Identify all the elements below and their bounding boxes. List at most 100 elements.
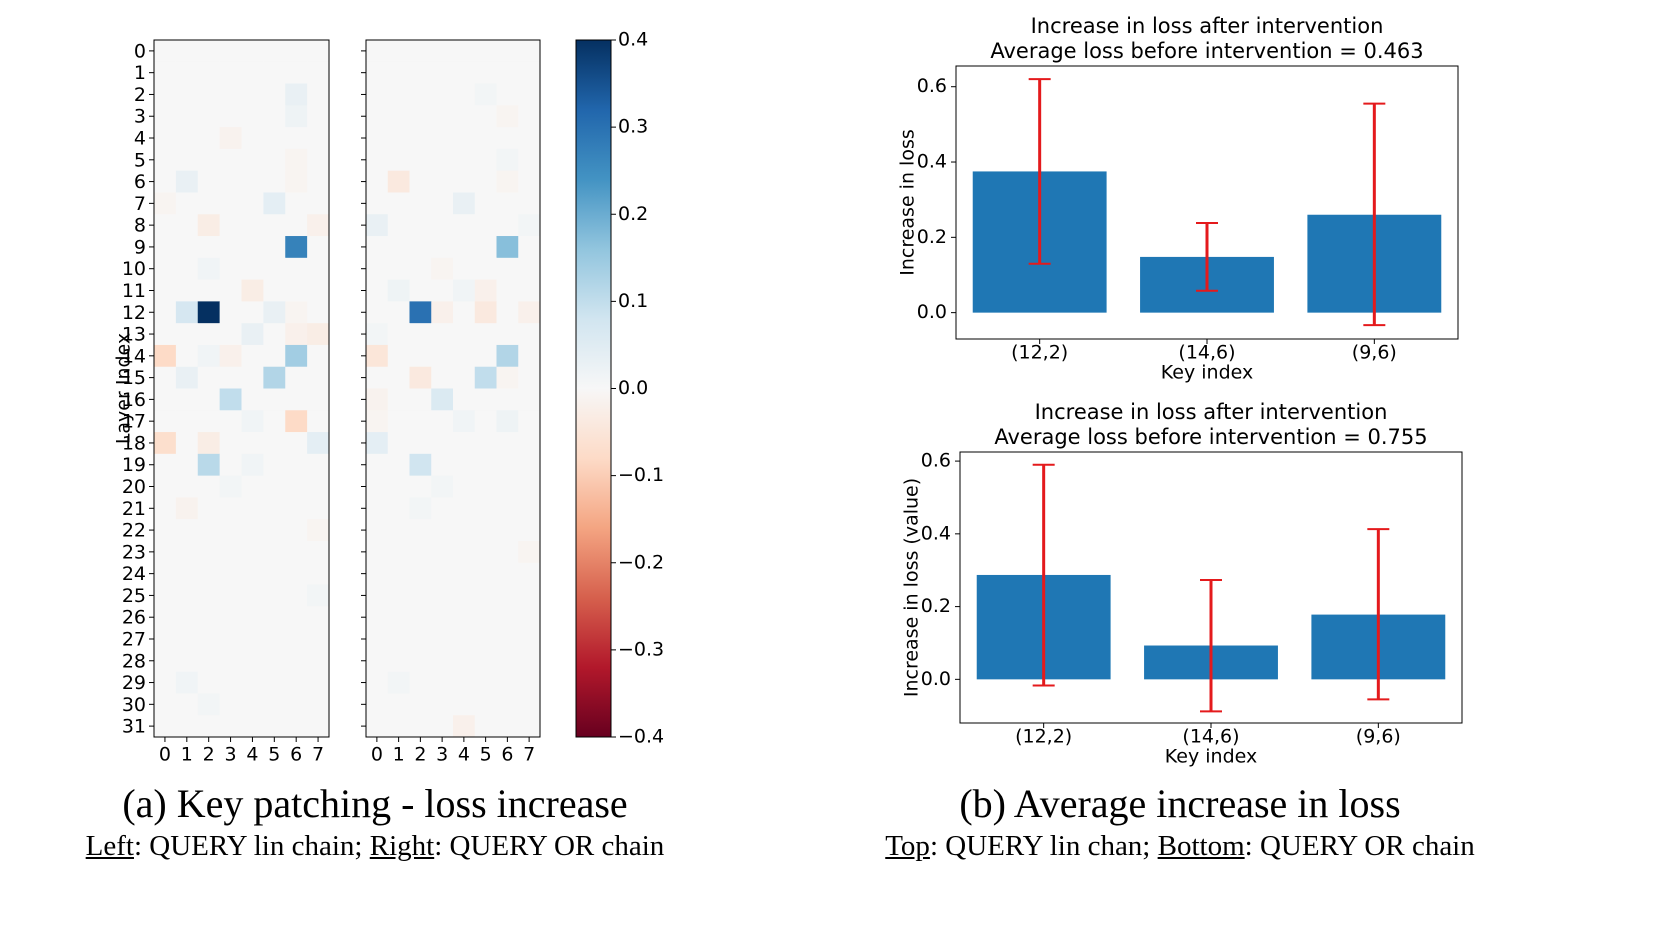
heatmap-cell (197, 453, 221, 477)
heatmap-cell (175, 519, 199, 542)
heatmap-cell (197, 148, 221, 172)
heatmap-cell (496, 192, 519, 215)
y-tick-label: 12 (122, 302, 146, 324)
colorbar-tick-label: 0.2 (618, 203, 648, 225)
heatmap-cell (307, 40, 330, 63)
heatmap-cell (175, 192, 199, 215)
heatmap-cell (409, 410, 432, 433)
heatmap-cell (154, 540, 177, 564)
heatmap-cell (175, 323, 199, 346)
heatmap-cell (431, 323, 454, 346)
heatmap-cell (241, 344, 264, 368)
heatmap-cell (285, 170, 308, 193)
heatmap-cell (241, 83, 264, 106)
heatmap-cell (219, 214, 242, 237)
heatmap-cell (409, 344, 432, 368)
heatmap-cell (263, 475, 286, 498)
heatmap-cell (518, 453, 541, 477)
heatmap-cell (431, 170, 454, 193)
heatmap-cell (263, 410, 286, 433)
heatmap-cell (366, 649, 389, 673)
heatmap-cell (263, 562, 286, 585)
heatmap-cell (285, 236, 308, 259)
heatmap-cell (496, 693, 519, 716)
heatmap-cell (263, 519, 286, 542)
heatmap-cell (285, 192, 308, 215)
heatmap-cell (366, 410, 389, 433)
y-tick-label: 4 (134, 128, 146, 150)
colorbar: 0.4 0.3 0.2 0.1 0.0 −0.1 −0.2 −0.3 −0.4 (575, 29, 664, 748)
heatmap-cell (197, 649, 221, 673)
heatmap-cell (307, 453, 330, 477)
heatmap-cell (496, 236, 519, 259)
heatmap-cell (431, 61, 454, 84)
heatmap-cell (175, 279, 199, 302)
heatmap-cell (431, 475, 454, 498)
heatmap-cell (387, 475, 410, 498)
heatmap-cell (474, 649, 497, 673)
heatmap-cell (496, 497, 519, 520)
caption-b-bottom-text: : QUERY OR chain (1244, 830, 1475, 862)
heatmap-cell (263, 715, 286, 738)
heatmap-cell (431, 127, 454, 150)
heatmap-cell (474, 192, 497, 215)
y-tick-label: 3 (134, 106, 146, 128)
heatmap-cell (496, 540, 519, 564)
heatmap-cell (197, 497, 221, 520)
heatmap-cell (263, 453, 286, 477)
y-tick-label: 14 (122, 345, 146, 367)
heatmap-cell (518, 475, 541, 498)
heatmap-cell (219, 192, 242, 215)
heatmap-cell (175, 497, 199, 520)
heatmap-cell (474, 366, 497, 389)
heatmap-cell (175, 344, 199, 368)
heatmap-cell (431, 301, 454, 324)
heatmap-cell (474, 562, 497, 585)
caption-b-subtitle: Top: QUERY lin chan; Bottom: QUERY OR ch… (860, 830, 1500, 863)
heatmap-cell (431, 388, 454, 411)
heatmap-cell (431, 584, 454, 607)
heatmap-cell (518, 170, 541, 193)
y-tick-label: 0.4 (917, 151, 947, 173)
heatmap-cell (263, 279, 286, 302)
heatmap-cell (474, 584, 497, 607)
heatmap-cell (387, 606, 410, 629)
heatmap-cell (219, 105, 242, 128)
heatmap-cell (474, 410, 497, 433)
heatmap-cell (387, 388, 410, 411)
heatmap-cell (518, 540, 541, 564)
heatmap-cell (366, 257, 389, 280)
heatmap-cell (154, 562, 177, 585)
heatmap-cell (263, 170, 286, 193)
heatmap-cell (453, 40, 476, 63)
heatmap-cell (496, 127, 519, 150)
heatmap-cell (197, 475, 221, 498)
heatmap-cell (453, 105, 476, 128)
heatmap-cell (241, 693, 264, 716)
heatmap-cell (453, 301, 476, 324)
heatmap-cell (307, 61, 330, 84)
heatmap-cell (219, 127, 242, 150)
heatmap-cell (241, 628, 264, 651)
heatmap-cell (241, 432, 264, 455)
heatmap-cell (219, 628, 242, 651)
heatmap-cell (241, 519, 264, 542)
heatmap-cell (241, 279, 264, 302)
heatmap-cell (496, 301, 519, 324)
heatmap-cell (431, 257, 454, 280)
heatmap-cell (474, 148, 497, 172)
heatmap-cell (219, 562, 242, 585)
heatmap-cell (387, 497, 410, 520)
x-tick-label: 0 (371, 744, 383, 766)
heatmap-cell (263, 301, 286, 324)
heatmap-cell (285, 540, 308, 564)
heatmap-cell (409, 628, 432, 651)
heatmap-cell (387, 279, 410, 302)
heatmap-cell (307, 127, 330, 150)
heatmap-cell (285, 148, 308, 172)
heatmap-cell (518, 606, 541, 629)
heatmap-cell (307, 192, 330, 215)
heatmap-cell (409, 497, 432, 520)
heatmap-cell (154, 649, 177, 673)
